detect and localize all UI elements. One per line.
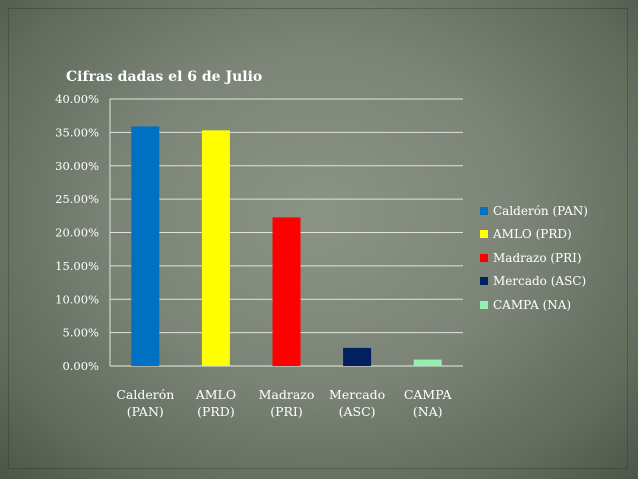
legend-swatch [480, 230, 488, 239]
y-tick-label: 15.00% [55, 259, 99, 273]
x-category-label: Calderón [116, 387, 174, 402]
y-tick-label: 0.00% [62, 359, 99, 373]
y-tick-label: 35.00% [55, 125, 99, 139]
x-category-label: (PRD) [197, 404, 235, 419]
legend-swatch [480, 277, 488, 286]
y-tick-label: 25.00% [55, 192, 99, 206]
x-category-label: (ASC) [339, 404, 376, 419]
bar-madrazo-pri [272, 217, 301, 366]
legend-swatch [480, 253, 488, 262]
legend-item: Calderón (PAN) [480, 199, 630, 223]
x-category-label: (NA) [413, 404, 443, 419]
legend-swatch [480, 206, 488, 215]
legend-item: CAMPA (NA) [480, 293, 630, 317]
x-category-label: CAMPA [404, 387, 453, 402]
chart-title: Cifras dadas el 6 de Julio [66, 69, 262, 85]
x-axis-category-labels: Calderón (PAN) AMLO (PRD) Madrazo (PRI) Mercad… [116, 387, 452, 419]
legend-label: Madrazo (PRI) [493, 250, 582, 265]
legend-swatch [480, 300, 488, 309]
y-tick-label: 5.00% [62, 326, 99, 340]
legend-item: Mercado (ASC) [480, 270, 630, 294]
y-axis-tick-labels: 0.00% 5.00% 10.00% 15.00% 20.00% 25.00% 30.00%… [55, 92, 99, 373]
y-tick-label: 20.00% [55, 226, 99, 240]
bar-mercado-asc [343, 347, 372, 366]
legend-label: AMLO (PRD) [493, 227, 572, 242]
x-category-label: AMLO [195, 387, 236, 402]
bar-campa-na [413, 359, 442, 366]
x-category-label: Mercado [329, 387, 385, 402]
y-tick-label: 40.00% [55, 92, 99, 106]
legend-label: Calderón (PAN) [493, 203, 588, 218]
legend-item: AMLO (PRD) [480, 223, 630, 247]
x-category-label: (PRI) [270, 404, 303, 419]
legend-label: CAMPA (NA) [493, 297, 572, 312]
legend-label: Mercado (ASC) [493, 274, 587, 289]
chart-legend: Calderón (PAN) AMLO (PRD) Madrazo (PRI) Mer… [480, 199, 630, 317]
chart-bars [131, 126, 442, 366]
y-tick-label: 10.00% [55, 292, 99, 306]
bar-calder-n-pan [131, 126, 160, 366]
x-category-label: (PAN) [127, 404, 164, 419]
y-tick-label: 30.00% [55, 159, 99, 173]
x-category-label: Madrazo [259, 387, 315, 402]
slide-frame [8, 8, 628, 469]
legend-item: Madrazo (PRI) [480, 246, 630, 270]
bar-amlo-prd [201, 130, 230, 366]
